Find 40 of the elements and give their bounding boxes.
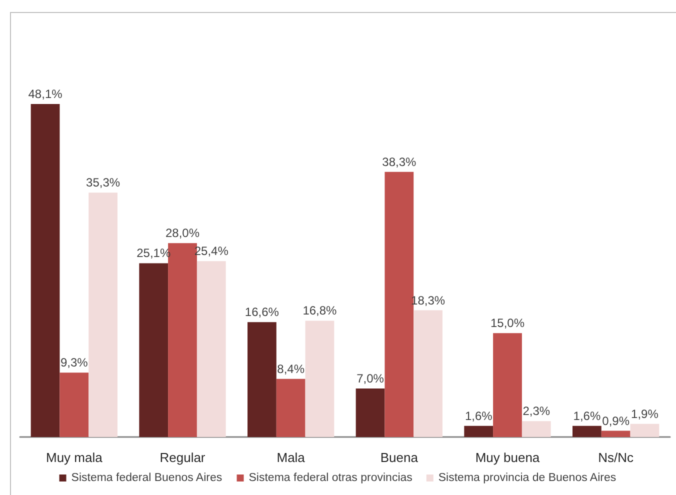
legend-label: Sistema provincia de Buenos Aires bbox=[438, 472, 616, 484]
data-label: 35,3% bbox=[86, 176, 120, 190]
data-label: 9,3% bbox=[60, 356, 88, 370]
data-label: 1,6% bbox=[573, 408, 601, 423]
x-tick-label: Muy buena bbox=[475, 450, 540, 465]
data-label: 38,3% bbox=[382, 154, 417, 169]
data-label: 16,6% bbox=[244, 305, 280, 320]
bar bbox=[248, 322, 276, 437]
bar bbox=[30, 104, 60, 437]
data-label: 8,4% bbox=[277, 362, 305, 376]
bar bbox=[522, 421, 551, 437]
x-tick-label: Regular bbox=[160, 450, 206, 465]
bar bbox=[356, 388, 385, 437]
bar bbox=[276, 378, 306, 437]
bar bbox=[139, 263, 168, 437]
x-tick-label: Muy mala bbox=[46, 450, 104, 465]
data-label: 1,6% bbox=[464, 408, 493, 423]
bar bbox=[60, 372, 89, 437]
data-label: 7,0% bbox=[356, 372, 384, 386]
data-label: 16,8% bbox=[302, 304, 338, 318]
data-label: 1,9% bbox=[631, 406, 659, 421]
data-label: 2,3% bbox=[522, 404, 550, 418]
bar bbox=[493, 333, 522, 437]
bar bbox=[305, 320, 334, 437]
bar bbox=[414, 310, 442, 437]
x-tick-label: Ns/Nc bbox=[598, 450, 634, 465]
x-tick-label: Mala bbox=[276, 450, 306, 465]
legend-label: Sistema federal otras provincias bbox=[248, 472, 413, 484]
bar bbox=[601, 430, 630, 437]
bar bbox=[196, 261, 226, 437]
bar bbox=[572, 426, 602, 437]
data-label: 48,1% bbox=[28, 87, 63, 101]
bar bbox=[464, 426, 494, 437]
legend-label: Sistema federal Buenos Aires bbox=[71, 472, 222, 484]
bar bbox=[630, 424, 660, 437]
data-label: 28,0% bbox=[165, 226, 200, 240]
x-tick-label: Buena bbox=[380, 450, 419, 465]
data-label: 15,0% bbox=[490, 316, 525, 330]
bar bbox=[88, 192, 118, 437]
data-label: 0,9% bbox=[602, 414, 630, 428]
